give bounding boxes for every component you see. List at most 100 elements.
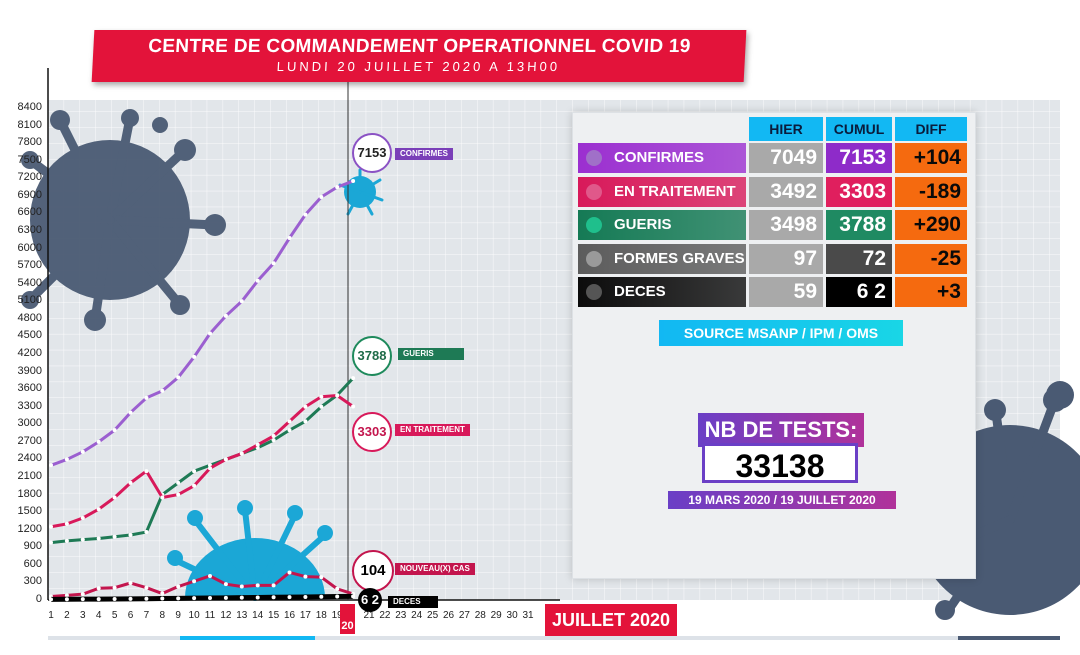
- current-day-badge: 20: [340, 604, 355, 634]
- callout-gueris-value: 3788: [357, 348, 387, 363]
- tests-title: NB DE TESTS:: [698, 413, 864, 447]
- x-tick-label: 14: [252, 610, 264, 621]
- row-dot-icon: [586, 284, 602, 300]
- data-point: [239, 299, 244, 304]
- callout-en-traitement: 3303: [352, 412, 392, 452]
- data-point: [271, 261, 276, 266]
- x-tick-label: 12: [220, 610, 232, 621]
- data-point: [144, 469, 149, 474]
- data-point: [96, 439, 101, 444]
- data-point: [335, 594, 340, 599]
- data-point: [192, 469, 197, 474]
- current-day-label: 20: [341, 620, 354, 632]
- bottom-stripe-dark: [958, 636, 1060, 640]
- series-line: [50, 570, 354, 598]
- data-point: [271, 438, 276, 443]
- tests-period: 19 MARS 2020 / 19 JUILLET 2020: [668, 491, 896, 509]
- y-tick-label: 6300: [17, 224, 42, 236]
- data-point: [144, 395, 149, 400]
- row-hier-value: 97: [749, 243, 823, 274]
- data-point: [49, 597, 53, 602]
- data-point: [255, 583, 260, 588]
- x-tick-label: 21: [363, 610, 375, 621]
- y-tick-label: 300: [23, 575, 42, 588]
- x-tick-label: 4: [95, 610, 102, 621]
- x-tick-label: 8: [159, 610, 166, 621]
- x-tick-label: 24: [411, 610, 423, 621]
- header-banner: CENTRE DE COMMANDEMENT OPERATIONNEL COVI…: [91, 30, 747, 82]
- data-point: [64, 597, 69, 602]
- x-tick-label: 5: [111, 610, 118, 621]
- data-point: [128, 581, 133, 586]
- series-deces: [49, 593, 356, 602]
- data-point: [96, 507, 101, 512]
- data-point: [176, 584, 181, 589]
- callout-deces-tag: DECES: [388, 596, 438, 608]
- row-label: EN TRAITEMENT: [614, 182, 736, 200]
- x-tick-label: 2: [64, 610, 70, 621]
- data-point: [64, 457, 69, 462]
- row-hier-value: 7049: [749, 143, 823, 173]
- series-line: [50, 593, 354, 602]
- row-diff-value: -25: [895, 243, 967, 274]
- row-dot-icon: [586, 250, 602, 267]
- data-point: [64, 593, 69, 598]
- callout-nouveaux-cas-value: 104: [360, 562, 386, 579]
- data-point: [303, 212, 308, 217]
- data-point: [128, 532, 133, 537]
- data-point: [192, 483, 197, 488]
- y-tick-label: 3000: [17, 417, 42, 430]
- y-tick-label: 1800: [17, 487, 42, 500]
- callout-confirmes-tag: CONFIRMES: [395, 148, 453, 160]
- y-tick-label: 6000: [17, 241, 42, 254]
- y-tick-label: 4200: [17, 347, 42, 359]
- row-cumul-value: 7153: [826, 143, 892, 173]
- data-point: [319, 575, 324, 580]
- tests-value: 33138: [702, 443, 858, 484]
- data-point: [176, 480, 181, 485]
- callout-deces-value: 6 2: [360, 592, 380, 607]
- data-point: [112, 585, 117, 590]
- row-label: DECES: [614, 283, 666, 300]
- row-hier-value: 3492: [749, 176, 823, 207]
- data-point: [128, 480, 133, 485]
- x-tick-label: 10: [188, 610, 200, 621]
- data-point: [96, 597, 101, 602]
- data-point: [223, 313, 228, 318]
- x-tick-label: 30: [506, 610, 518, 621]
- data-point: [112, 428, 117, 433]
- data-point: [319, 594, 324, 599]
- data-point: [351, 179, 356, 184]
- row-label-cell: DECES: [578, 277, 746, 307]
- data-point: [80, 592, 85, 597]
- row-diff-value: -189: [895, 176, 967, 207]
- x-tick-label: 28: [474, 610, 486, 621]
- data-point: [239, 584, 244, 589]
- data-point: [303, 594, 308, 599]
- data-point: [144, 596, 149, 601]
- x-tick-label: 16: [283, 610, 296, 621]
- row-cumul-value: 3788: [826, 210, 892, 240]
- data-point: [176, 375, 181, 380]
- y-tick-label: 5400: [17, 276, 42, 289]
- data-point: [303, 574, 308, 579]
- callout-gueris-tag: GUERIS: [398, 348, 464, 360]
- callout-confirmes: 7153: [352, 133, 392, 173]
- data-point: [335, 393, 340, 398]
- y-tick-label: 7800: [17, 136, 42, 149]
- series-line: [50, 377, 355, 545]
- x-tick-label: 26: [442, 610, 455, 621]
- x-tick-label: 7: [143, 610, 150, 621]
- y-tick-label: 3600: [17, 382, 42, 395]
- data-point: [128, 410, 133, 415]
- data-point: [335, 586, 340, 591]
- callout-gueris: 3788: [352, 336, 392, 376]
- data-point: [208, 466, 212, 471]
- data-point: [287, 419, 292, 424]
- y-tick-label: 6900: [17, 188, 42, 201]
- data-point: [192, 579, 197, 584]
- data-point: [303, 419, 308, 424]
- row-label-cell: FORMES GRAVES: [578, 243, 746, 274]
- x-tick-label: 3: [80, 610, 86, 621]
- data-point: [112, 495, 117, 500]
